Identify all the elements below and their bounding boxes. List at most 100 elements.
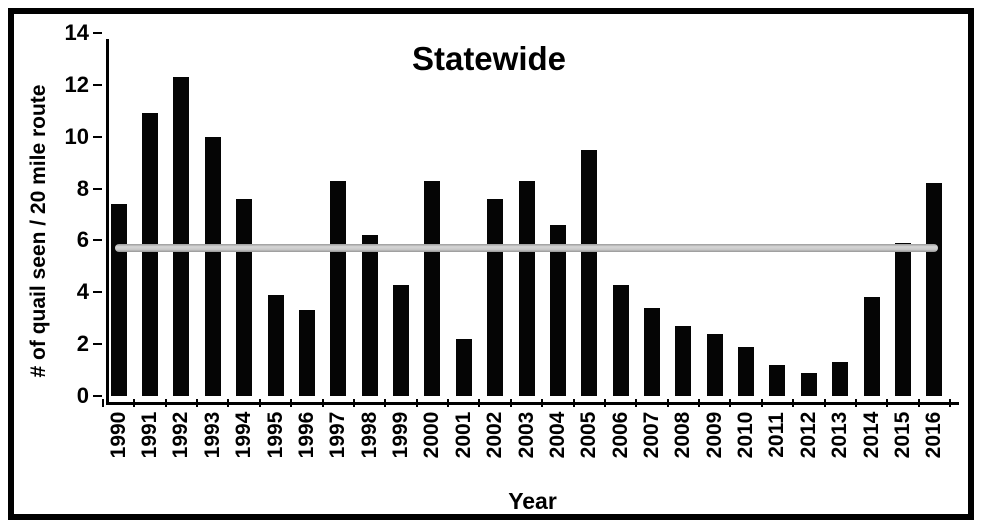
y-axis-tick	[93, 83, 102, 86]
y-tick-label: 6	[76, 227, 89, 253]
x-axis-tick	[447, 399, 450, 407]
y-axis-tick	[93, 187, 102, 190]
x-axis-tick	[321, 399, 324, 407]
x-tick-label-2010: 2010	[734, 411, 758, 459]
x-tick-label-2003: 2003	[514, 411, 538, 459]
x-axis-tick	[917, 399, 920, 407]
bar-2000	[424, 180, 441, 396]
x-tick-label-2013: 2013	[828, 411, 852, 459]
x-tick-label-2000: 2000	[420, 411, 444, 459]
x-axis-tick	[698, 399, 701, 407]
x-tick-label-1996: 1996	[294, 411, 318, 459]
x-axis-tick	[729, 399, 732, 407]
x-tick-label-1990: 1990	[106, 411, 130, 459]
bar-2011	[769, 364, 786, 396]
x-axis-tick	[196, 399, 199, 407]
x-tick-label-2015: 2015	[890, 411, 914, 459]
x-axis-label: Year	[508, 488, 557, 514]
x-tick-label-2007: 2007	[639, 411, 663, 459]
x-axis-tick	[509, 399, 512, 407]
x-tick-label-2005: 2005	[577, 411, 601, 459]
bar-1996	[298, 310, 315, 396]
x-axis-tick	[603, 399, 606, 407]
x-tick-label-2008: 2008	[671, 411, 695, 459]
y-tick-label: 10	[64, 123, 89, 149]
x-tick-label-2004: 2004	[545, 411, 569, 459]
bar-2014	[863, 297, 880, 396]
x-axis-tick	[478, 399, 481, 407]
x-tick-label-2006: 2006	[608, 411, 632, 459]
bar-1995	[267, 294, 284, 396]
y-tick-label: 4	[76, 279, 89, 305]
x-tick-label-1998: 1998	[357, 411, 381, 459]
x-axis-tick	[102, 399, 104, 407]
bar-2006	[612, 284, 629, 396]
bar-2009	[706, 333, 723, 396]
x-axis-tick	[886, 399, 889, 407]
x-tick-label-1993: 1993	[200, 411, 224, 459]
x-tick-label-2012: 2012	[796, 411, 820, 459]
x-tick-label-2014: 2014	[859, 411, 883, 459]
y-tick-label: 2	[76, 331, 89, 357]
x-axis-tick	[823, 399, 826, 407]
x-axis-tick	[227, 399, 230, 407]
x-axis-tick	[760, 399, 763, 407]
x-axis-tick	[258, 399, 261, 407]
x-axis-tick	[415, 399, 418, 407]
y-axis-tick	[93, 343, 102, 346]
y-tick-label: 12	[64, 71, 89, 97]
x-tick-label-2009: 2009	[702, 411, 726, 459]
x-axis-tick	[666, 399, 669, 407]
y-tick-label: 8	[76, 175, 89, 201]
x-axis-tick	[854, 399, 857, 407]
x-tick-label-1997: 1997	[326, 411, 350, 459]
chart-frame: Statewide # of quail seen / 20 mile rout…	[8, 8, 974, 520]
bar-2016	[926, 183, 943, 396]
bar-1993	[204, 136, 221, 396]
bar-1992	[173, 77, 190, 396]
x-tick-label-2011: 2011	[765, 412, 789, 458]
y-tick-label: 0	[76, 383, 89, 408]
x-tick-label-1992: 1992	[169, 411, 193, 459]
bar-2013	[832, 362, 849, 396]
x-axis-tick	[572, 399, 575, 407]
bar-2012	[800, 372, 817, 396]
bar-2008	[675, 325, 692, 396]
x-axis-line	[106, 402, 959, 405]
y-tick-label: 14	[64, 20, 89, 45]
y-axis-line	[106, 39, 109, 405]
y-axis-tick	[93, 32, 102, 34]
bar-1999	[393, 284, 410, 396]
x-axis-tick	[290, 399, 293, 407]
bar-1994	[236, 198, 253, 396]
x-axis-tick	[792, 399, 795, 407]
bar-2007	[643, 307, 660, 396]
x-tick-label-1991: 1991	[138, 411, 162, 459]
bar-2002	[487, 198, 504, 396]
bar-2003	[518, 180, 535, 396]
x-axis-tick	[164, 399, 167, 407]
y-axis-tick	[93, 135, 102, 138]
mean-line	[114, 244, 939, 253]
bar-1991	[142, 113, 159, 396]
bar-2001	[455, 338, 472, 396]
bar-1997	[330, 180, 347, 396]
bar-1990	[110, 204, 127, 396]
y-axis-tick	[93, 239, 102, 242]
y-axis-tick	[93, 291, 102, 294]
bar-1998	[361, 235, 378, 396]
x-axis-tick	[949, 399, 951, 407]
x-axis-tick	[133, 399, 136, 407]
x-tick-label-1995: 1995	[263, 411, 287, 459]
x-tick-label-1994: 1994	[232, 411, 256, 459]
x-tick-label-2016: 2016	[922, 411, 946, 459]
bar-2015	[894, 243, 911, 396]
x-axis-tick	[541, 399, 544, 407]
x-axis-tick	[635, 399, 638, 407]
x-tick-label-1999: 1999	[389, 411, 413, 459]
bar-2004	[549, 224, 566, 396]
bar-2005	[581, 149, 598, 396]
chart-title: Statewide	[411, 40, 567, 77]
x-axis-tick	[384, 399, 387, 407]
x-tick-label-2001: 2001	[451, 411, 475, 459]
